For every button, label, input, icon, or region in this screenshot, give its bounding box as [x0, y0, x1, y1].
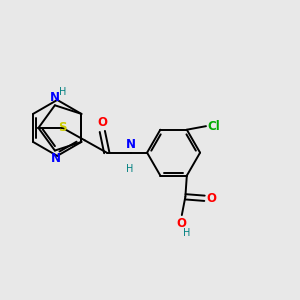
Text: N: N: [126, 139, 136, 152]
Text: H: H: [126, 164, 133, 174]
Text: Cl: Cl: [207, 120, 220, 133]
Text: H: H: [183, 228, 190, 238]
Text: H: H: [59, 87, 67, 97]
Text: S: S: [58, 122, 67, 134]
Text: N: N: [50, 92, 60, 104]
Text: N: N: [50, 152, 61, 165]
Text: O: O: [177, 218, 187, 230]
Text: O: O: [97, 116, 107, 129]
Text: O: O: [207, 192, 217, 205]
